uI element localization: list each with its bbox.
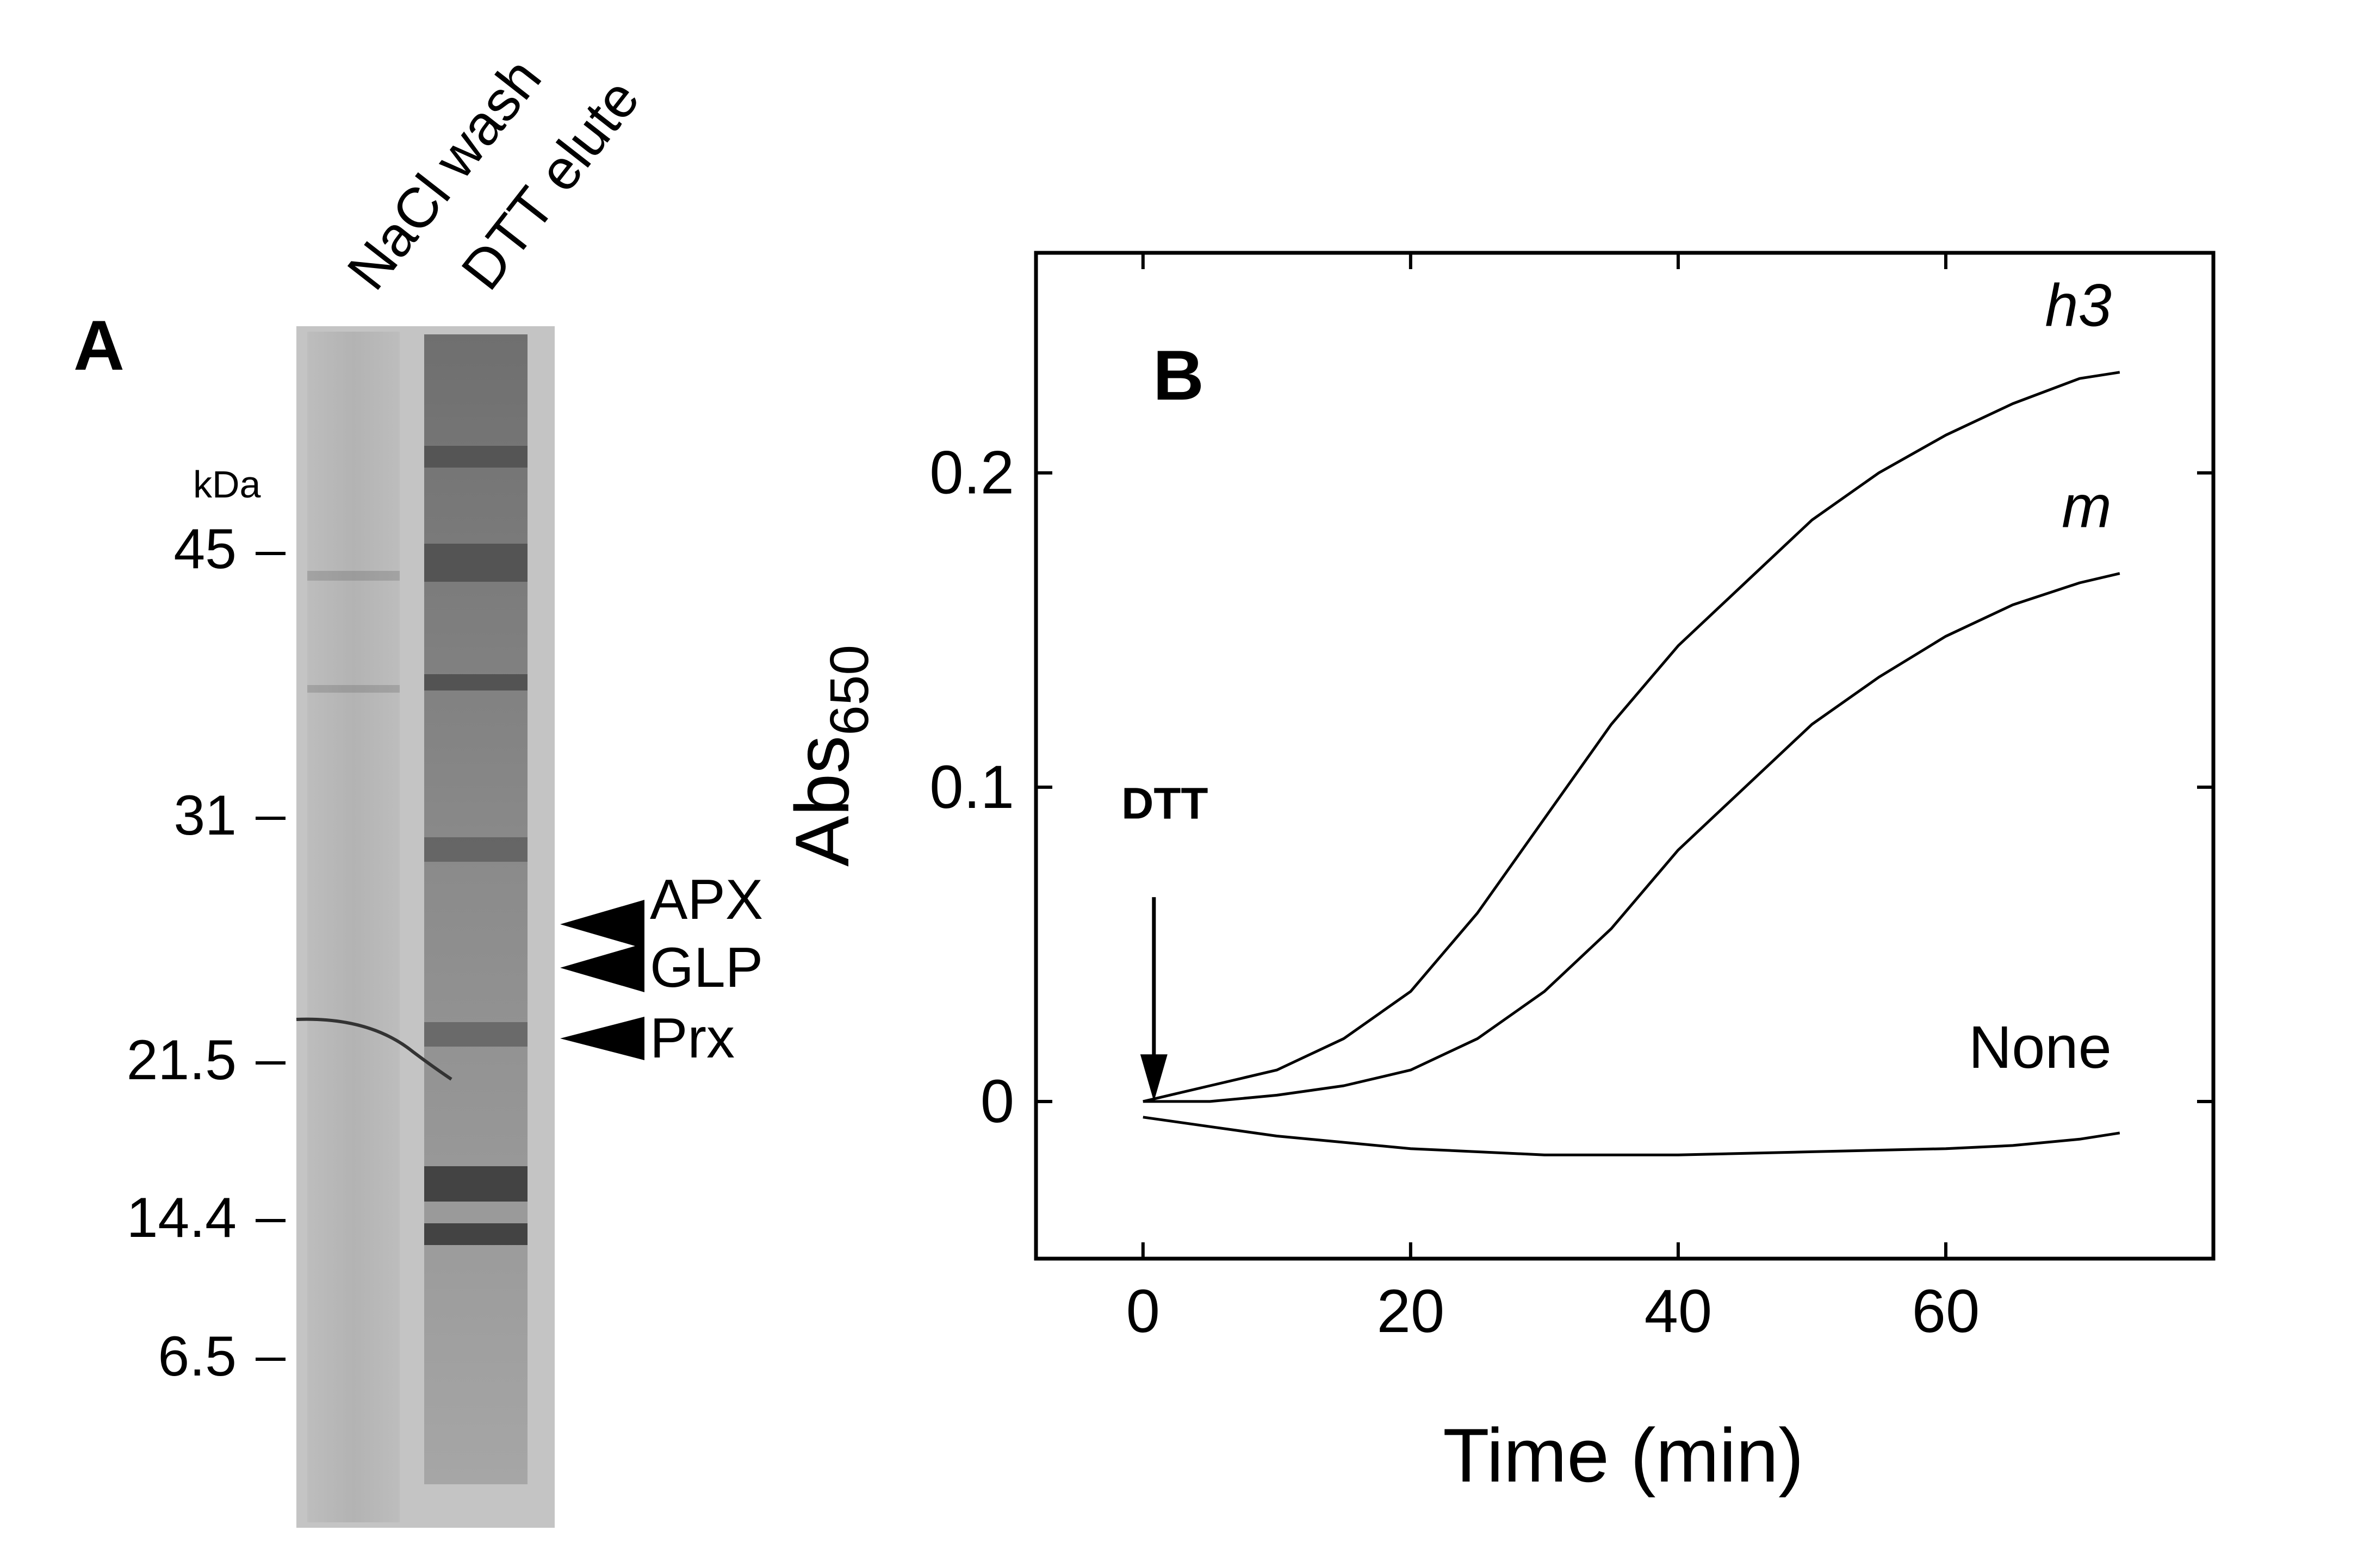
series-label-h3: h3	[2045, 272, 2111, 339]
gel-crack-line	[296, 1017, 452, 1081]
band-arrow-glp	[560, 943, 644, 992]
mw-markers: 45 31 21.5 14.4 6.5	[127, 518, 286, 1388]
x-tick-label: 0	[1126, 1277, 1160, 1345]
annotation-group: DTT	[1121, 779, 1208, 1102]
marker-label-14-4: 14.4	[127, 1186, 237, 1249]
series-line-h3	[1143, 371, 2120, 1103]
axis-ticks: 0 20 40 60 0 0.1 0.2	[929, 253, 2213, 1345]
x-tick-label: 60	[1912, 1277, 1980, 1345]
x-tick-label: 20	[1377, 1277, 1445, 1345]
x-tick-label: 40	[1645, 1277, 1713, 1345]
gel-bands	[307, 446, 528, 1245]
chart-panel: B Time (min) Abs650 0 20 40 60 0 0.1 0.2 h3 m No…	[779, 251, 2216, 1498]
band-arrow-apx	[560, 900, 644, 949]
dtt-arrow-head	[1140, 1054, 1168, 1102]
band-label-apx: APX	[650, 868, 763, 931]
panel-label-a: A	[73, 306, 125, 385]
series-group: h3 m None	[1143, 272, 2120, 1156]
series-label-m: m	[2062, 474, 2112, 540]
y-axis-title-sub: 650	[819, 645, 880, 736]
y-tick-label: 0.2	[929, 439, 1014, 507]
gel-panel: A NaCl wash DTT elute kDa 45 31	[73, 47, 763, 1528]
lane-nacl-wash	[307, 332, 400, 1522]
marker-label-6-5: 6.5	[158, 1325, 237, 1388]
panel-label-b: B	[1153, 335, 1204, 415]
series-label-none: None	[1969, 1014, 2112, 1081]
series-line-none	[1143, 1116, 2120, 1156]
band-label-glp: GLP	[650, 936, 763, 999]
band-annotations: APX GLP Prx	[560, 868, 763, 1070]
band-arrow-prx	[560, 1017, 644, 1060]
marker-label-45: 45	[173, 518, 237, 581]
y-axis-title: Abs650	[779, 645, 880, 867]
y-axis-title-main: Abs	[779, 736, 865, 867]
marker-unit-label: kDa	[193, 463, 261, 506]
series-line-m	[1143, 572, 2120, 1103]
marker-label-21-5: 21.5	[127, 1029, 237, 1092]
x-axis-title: Time (min)	[1443, 1413, 1804, 1498]
marker-label-31: 31	[173, 784, 237, 847]
y-tick-label: 0.1	[929, 753, 1014, 821]
lane-dtt-elute	[424, 334, 528, 1484]
band-label-prx: Prx	[650, 1007, 735, 1070]
dtt-annotation-label: DTT	[1121, 779, 1208, 829]
y-tick-label: 0	[981, 1067, 1014, 1135]
plot-frame	[1034, 251, 2216, 1261]
